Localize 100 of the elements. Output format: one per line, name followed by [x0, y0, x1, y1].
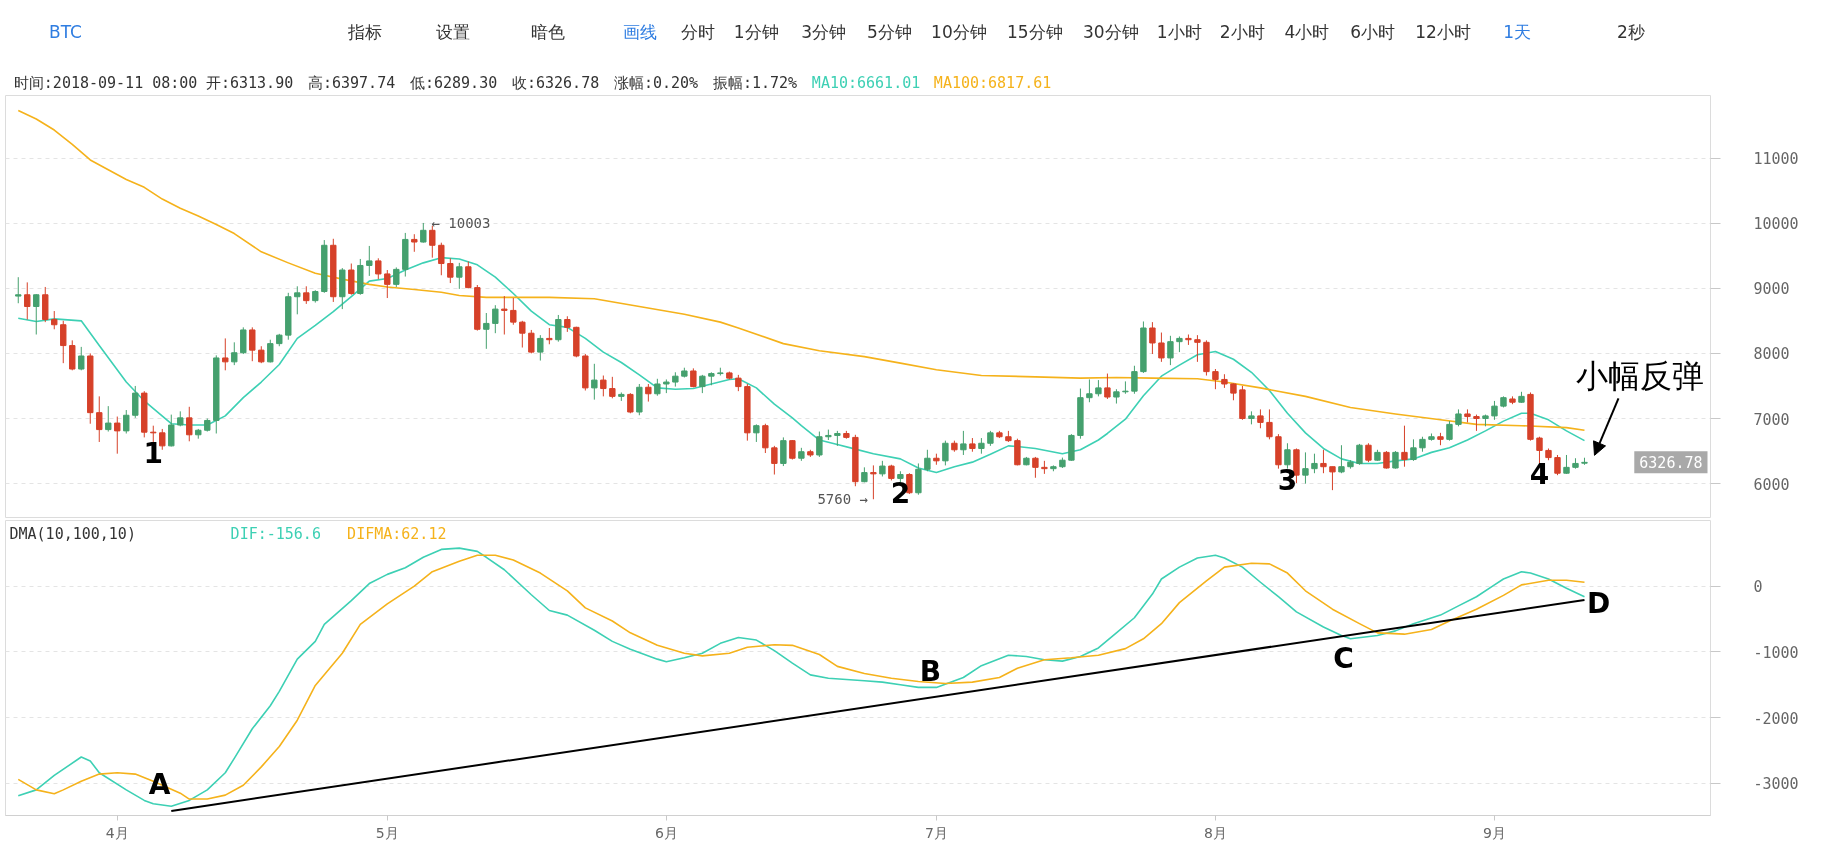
text: 6小时 [1350, 21, 1396, 42]
text: 高:6397.74 [307, 73, 396, 92]
text: 1分钟 [733, 21, 779, 42]
candlestick [1491, 400, 1498, 421]
candlestick [1032, 456, 1039, 479]
candlestick [348, 263, 355, 296]
candlestick [384, 269, 391, 299]
candlestick [96, 395, 103, 443]
candlestick [69, 339, 76, 371]
x-tick-label: 7月 [924, 824, 948, 841]
text: 分时 [680, 21, 715, 42]
candlestick [1131, 365, 1138, 395]
candlestick [924, 449, 931, 472]
candlestick [1410, 438, 1417, 462]
annotation: 1 [143, 436, 164, 470]
candlestick [231, 341, 238, 366]
candlestick [771, 445, 778, 476]
annotation: 小幅反弹 [1576, 357, 1705, 396]
y-tick-label: 0 [1753, 578, 1763, 597]
text: 设置 [435, 21, 470, 42]
candlestick [762, 423, 769, 454]
candlestick [294, 285, 301, 315]
y-tick-label: -2000 [1753, 709, 1799, 728]
series-label: DIFMA:62.12 [347, 525, 447, 544]
candlestick [1365, 442, 1372, 463]
candlestick [1563, 454, 1570, 475]
text: 收:6326.78 [511, 73, 600, 92]
text: 1小时 [1156, 21, 1202, 42]
candlestick [1302, 451, 1309, 485]
candlestick [906, 472, 913, 495]
candlestick [168, 414, 175, 448]
text: 12小时 [1415, 21, 1471, 42]
text: 4小时 [1284, 21, 1330, 42]
candlestick [1401, 425, 1408, 468]
candlestick [105, 405, 112, 433]
text: 2秒 [1616, 21, 1645, 42]
y-tick-label: -3000 [1753, 775, 1799, 794]
candlestick [510, 297, 517, 326]
text: ← 10003 [431, 214, 491, 231]
annotation: 3 [1277, 463, 1298, 497]
candlestick [915, 462, 922, 496]
candlestick [132, 385, 139, 419]
candlestick [222, 337, 229, 371]
candlestick [1149, 321, 1156, 355]
text: 涨幅:0.20% [613, 73, 699, 92]
candlestick [1284, 442, 1291, 470]
text: 2小时 [1219, 21, 1265, 42]
text: DIF:-156.6 [230, 525, 321, 544]
candlestick [609, 376, 616, 399]
candlestick [1338, 444, 1345, 474]
candlestick [123, 409, 130, 434]
candlestick [960, 430, 967, 456]
candlestick [1104, 373, 1111, 400]
x-tick-label: 4月 [105, 824, 129, 841]
y-tick-label: 7000 [1753, 410, 1790, 429]
candlestick [429, 225, 436, 259]
candlestick [699, 374, 706, 394]
text: 振幅:1.72% [712, 73, 798, 92]
text: BTC [49, 21, 82, 42]
candlestick [240, 326, 247, 355]
text: MA10:6661.01 [811, 73, 921, 92]
candlestick [366, 245, 373, 277]
x-tick-label: 8月 [1203, 824, 1227, 841]
candlestick [420, 222, 427, 244]
candlestick [1320, 449, 1327, 474]
candlestick [447, 257, 454, 284]
annotation: B [919, 655, 942, 689]
y-tick-label: -1000 [1753, 643, 1799, 662]
candlestick [789, 439, 796, 461]
candlestick [537, 334, 544, 362]
text: MA100:6817.61 [933, 73, 1052, 92]
text: 5760 → [817, 491, 868, 508]
candlestick [33, 293, 40, 335]
candlestick [780, 436, 787, 467]
annotation: C [1333, 641, 1354, 675]
text: 30分钟 [1082, 21, 1139, 42]
candlestick [1266, 408, 1273, 440]
y-tick-label: 11000 [1753, 150, 1799, 169]
candlestick [1446, 420, 1453, 442]
candlestick [186, 406, 193, 442]
y-tick-label: 8000 [1753, 345, 1790, 364]
text: 1天 [1503, 21, 1531, 42]
x-tick-label: 6月 [654, 824, 678, 841]
candlestick [492, 304, 499, 334]
candlestick [456, 262, 463, 290]
candlestick [60, 320, 67, 364]
candlestick [1554, 454, 1561, 476]
annotation: 2 [890, 477, 911, 511]
x-tick-label: 9月 [1483, 824, 1506, 841]
candlestick [501, 295, 508, 335]
text: 指标 [346, 21, 382, 42]
candlestick [159, 428, 166, 451]
candlestick [1329, 466, 1336, 491]
candlestick [375, 257, 382, 280]
y-tick-label: 6000 [1753, 475, 1790, 494]
candlestick [393, 266, 400, 288]
candlestick [519, 320, 526, 349]
text: 画线 [622, 21, 657, 42]
candlestick [1212, 368, 1219, 390]
candlestick [870, 464, 877, 500]
